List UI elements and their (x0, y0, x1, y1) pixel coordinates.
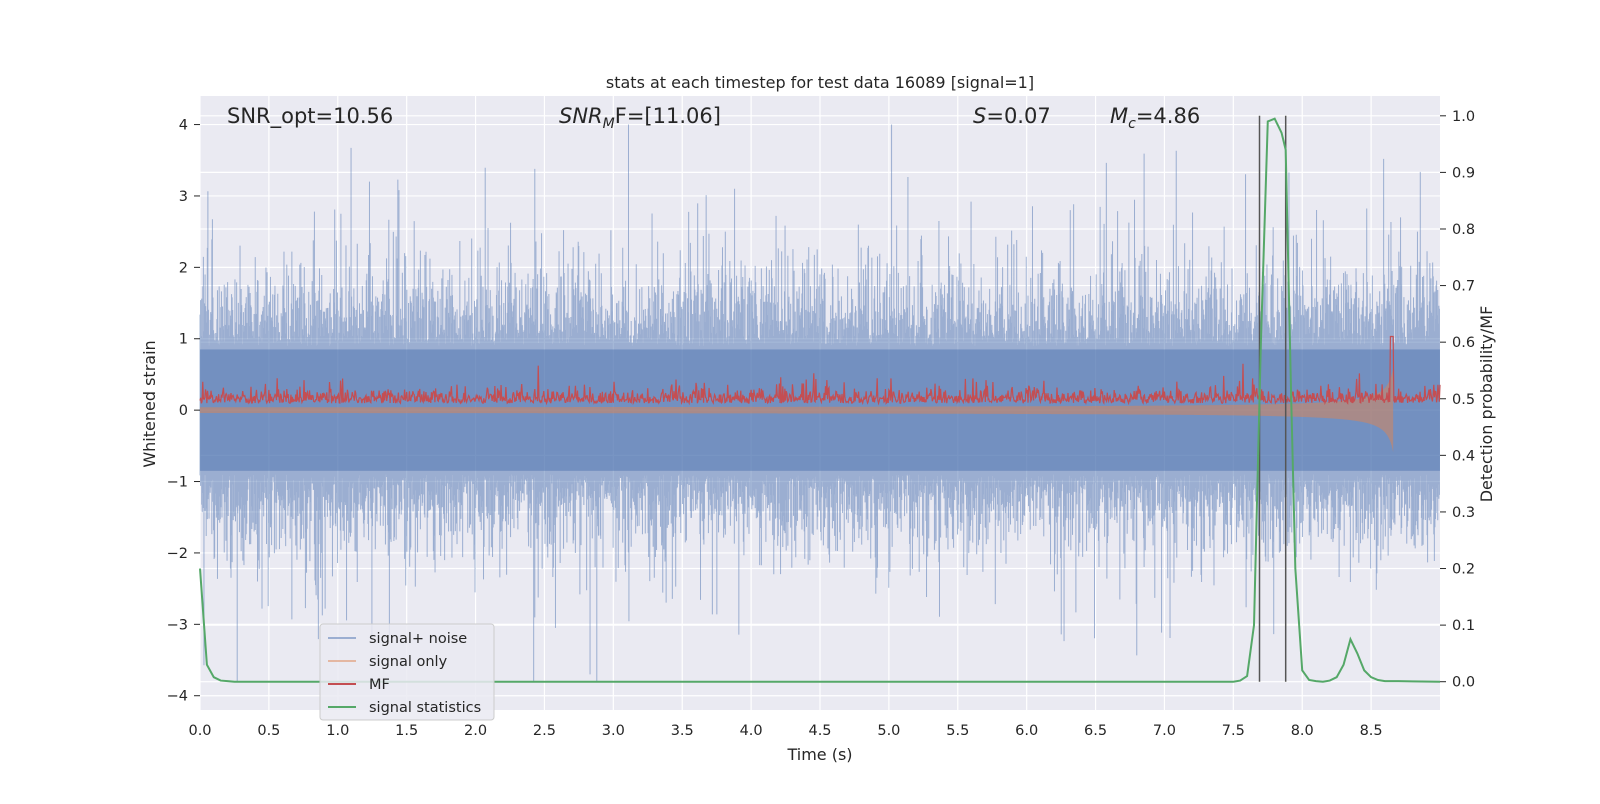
y-tick-label: 4 (179, 118, 188, 134)
s-value: =0.07 (986, 104, 1050, 128)
annotation-snr-mf: SNRMF=[11.06] (559, 104, 721, 132)
y-right-tick-label: 0.1 (1452, 618, 1475, 634)
legend-label-signal-statistics: signal statistics (369, 700, 481, 716)
y-tick-label: 1 (179, 332, 188, 348)
snr-mf-value: F=[11.06] (615, 104, 721, 128)
legend-label-signal-only: signal only (369, 654, 448, 670)
x-tick-label: 6.5 (1084, 723, 1107, 739)
y-right-tick-label: 0.8 (1452, 222, 1475, 238)
y-tick-label: 2 (179, 260, 188, 276)
annotation-s: S=0.07 (973, 104, 1051, 128)
legend: signal+ noise signal only MF signal stat… (319, 623, 495, 721)
x-tick-label: 1.5 (395, 723, 418, 739)
y-right-tick-label: 1.0 (1452, 109, 1475, 125)
x-tick-label: 7.0 (1153, 723, 1176, 739)
mf-series (199, 335, 1441, 406)
y-right-tick-label: 0.6 (1452, 335, 1475, 351)
x-tick-label: 5.0 (877, 723, 900, 739)
axis-ticks: 0.0 0.5 1.0 1.5 2.0 2.5 3.0 3.5 4.0 4.5 5.0 5.5 6.0 6… (167, 109, 1475, 739)
x-tick-label: 7.5 (1222, 723, 1245, 739)
x-tick-label: 2.0 (464, 723, 487, 739)
legend-label-signal-noise: signal+ noise (369, 631, 467, 647)
snr-mf-subscript: M (603, 116, 615, 132)
mc-value: =4.86 (1136, 104, 1200, 128)
y-tick-label: −3 (167, 617, 188, 633)
y-tick-label: −2 (167, 546, 188, 562)
y-tick-label: 3 (179, 189, 188, 205)
x-tick-label: 3.5 (671, 723, 694, 739)
mc-subscript: c (1128, 116, 1136, 132)
x-tick-label: 8.5 (1360, 723, 1383, 739)
y-right-tick-label: 0.5 (1452, 392, 1475, 408)
y-tick-label: −1 (167, 475, 188, 491)
x-tick-label: 2.5 (533, 723, 556, 739)
x-tick-label: 4.5 (808, 723, 831, 739)
y-tick-label: 0 (179, 403, 188, 419)
y-right-tick-label: 0.0 (1452, 675, 1475, 691)
legend-box (319, 623, 495, 721)
mc-main: M (1110, 104, 1128, 128)
y-right-tick-label: 0.2 (1452, 562, 1475, 578)
chart-title: stats at each timestep for test data 160… (606, 73, 1034, 92)
signal-only-envelope (200, 368, 1394, 453)
x-tick-label: 3.0 (602, 723, 625, 739)
x-tick-label: 0.5 (257, 723, 280, 739)
x-tick-label: 0.0 (188, 723, 211, 739)
annotation-snr-opt: SNR_opt=10.56 (227, 104, 393, 129)
x-tick-label: 5.5 (946, 723, 969, 739)
annotation-mc: Mc=4.86 (1110, 104, 1200, 132)
legend-label-mf: MF (369, 677, 390, 693)
s-main: S (973, 104, 986, 128)
y-right-tick-label: 0.9 (1452, 165, 1475, 181)
signal-statistics-series (199, 117, 1441, 683)
x-tick-label: 1.0 (326, 723, 349, 739)
y-right-tick-label: 0.3 (1452, 505, 1475, 521)
y-axis-label: Whitened strain (140, 340, 159, 467)
snr-mf-main: SNR (559, 104, 603, 128)
x-axis-label: Time (s) (786, 745, 852, 764)
mf-line (199, 335, 1441, 406)
y-right-tick-label: 0.4 (1452, 448, 1475, 464)
signal-only-series (200, 368, 1394, 453)
y-tick-label: −4 (167, 689, 188, 705)
signal-statistics-line (199, 117, 1441, 683)
x-tick-label: 6.0 (1015, 723, 1038, 739)
y-right-tick-label: 0.7 (1452, 279, 1475, 295)
y-axis-right-label: Detection probability/MF (1477, 306, 1496, 503)
x-tick-label: 4.0 (740, 723, 763, 739)
x-tick-label: 8.0 (1291, 723, 1314, 739)
